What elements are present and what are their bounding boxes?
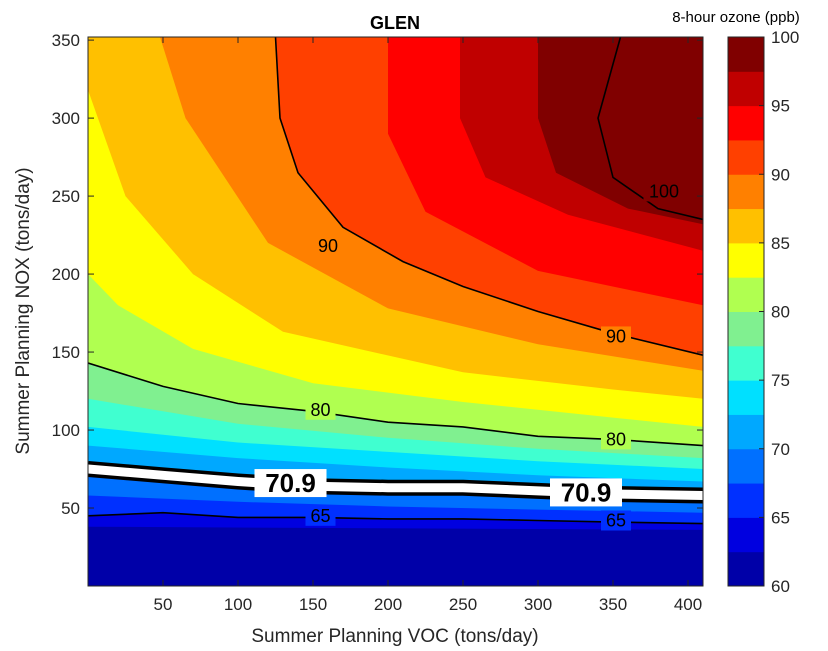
contour-label-bg (305, 399, 336, 420)
contour-label-bg (601, 510, 631, 531)
chart-title: GLEN (370, 13, 420, 33)
contour-label: 65 (310, 506, 330, 526)
colorbar-tick-label: 75 (771, 371, 790, 390)
contour-label: 90 (318, 236, 338, 256)
x-tick-label: 200 (374, 595, 402, 614)
contour-label-bg (305, 505, 336, 526)
colorbar-segment (728, 414, 764, 450)
x-tick-label: 50 (154, 595, 173, 614)
colorbar-tick-label: 80 (771, 303, 790, 322)
y-axis: 50 100 150 200 250 300 350 (52, 31, 703, 518)
contour-label: 70.9 (265, 468, 316, 498)
y-axis-label: Summer Planning NOX (tons/day) (13, 167, 34, 454)
x-tick-label: 400 (674, 595, 702, 614)
contour-label: 70.9 (561, 477, 612, 507)
contour-band (538, 37, 703, 225)
x-tick-label: 100 (224, 595, 252, 614)
y-tick-label: 250 (52, 187, 80, 206)
x-tick-label: 300 (524, 595, 552, 614)
colorbar: 60 65 70 75 80 85 90 95 100 (727, 28, 799, 596)
colorbar-segment (728, 242, 764, 278)
plot-frame (87, 36, 704, 587)
colorbar-segment (728, 277, 764, 312)
contour-label: 80 (310, 400, 330, 420)
colorbar-segment (728, 71, 764, 107)
colorbar-segment (728, 483, 764, 518)
y-tick-label: 200 (52, 265, 80, 284)
contour-line-90 (274, 37, 703, 356)
contour-label-bg (601, 326, 631, 347)
colorbar-segment (728, 448, 764, 484)
colorbar-label: 8-hour ozone (ppb) (672, 9, 800, 26)
colorbar-tick-label: 60 (771, 577, 790, 596)
contour-label-bg (601, 429, 631, 450)
x-tick-label: 150 (299, 595, 327, 614)
y-tick-label: 150 (52, 343, 80, 362)
colorbar-tick-label: 70 (771, 440, 790, 459)
contour-label: 80 (606, 429, 626, 449)
contour-label-bg (313, 235, 343, 256)
colorbar-segment (728, 517, 764, 553)
colorbar-segment (728, 311, 764, 347)
y-tick-label: 50 (61, 499, 80, 518)
colorbar-segment (728, 208, 764, 244)
colorbar-segment (728, 345, 764, 381)
colorbar-tick-label: 90 (771, 165, 790, 184)
colorbar-tick-label: 100 (771, 28, 799, 47)
colorbar-segment (728, 380, 764, 415)
x-tick-label: 350 (599, 595, 627, 614)
x-tick-label: 250 (449, 595, 477, 614)
contour-label: 90 (606, 326, 626, 346)
contour-line-100 (597, 37, 703, 221)
y-tick-label: 350 (52, 31, 80, 50)
colorbar-segment (728, 139, 764, 175)
contour-line-65 (88, 511, 703, 525)
contour-label-bg (550, 478, 622, 507)
contour-labels: 90 90 100 80 80 65 65 70.9 70.9 (254, 181, 685, 531)
x-axis: 50 100 150 200 250 300 350 400 (154, 37, 702, 614)
colorbar-segment (728, 551, 764, 587)
y-tick-label: 300 (52, 109, 80, 128)
contour-label-bg (254, 469, 327, 498)
colorbar-tick-label: 65 (771, 508, 790, 527)
colorbar-segment (728, 105, 764, 141)
colorbar-segment (728, 174, 764, 210)
filled-contour-bands (88, 37, 703, 530)
colorbar-segment (728, 37, 764, 72)
contour-line-80 (88, 362, 703, 447)
contour-label: 100 (649, 181, 679, 201)
x-axis-label: Summer Planning VOC (tons/day) (251, 626, 538, 647)
contour-label-bg (643, 181, 685, 202)
y-tick-label: 100 (52, 421, 80, 440)
colorbar-tick-label: 85 (771, 234, 790, 253)
contour-label: 65 (606, 510, 626, 530)
colorbar-tick-label: 95 (771, 97, 790, 116)
